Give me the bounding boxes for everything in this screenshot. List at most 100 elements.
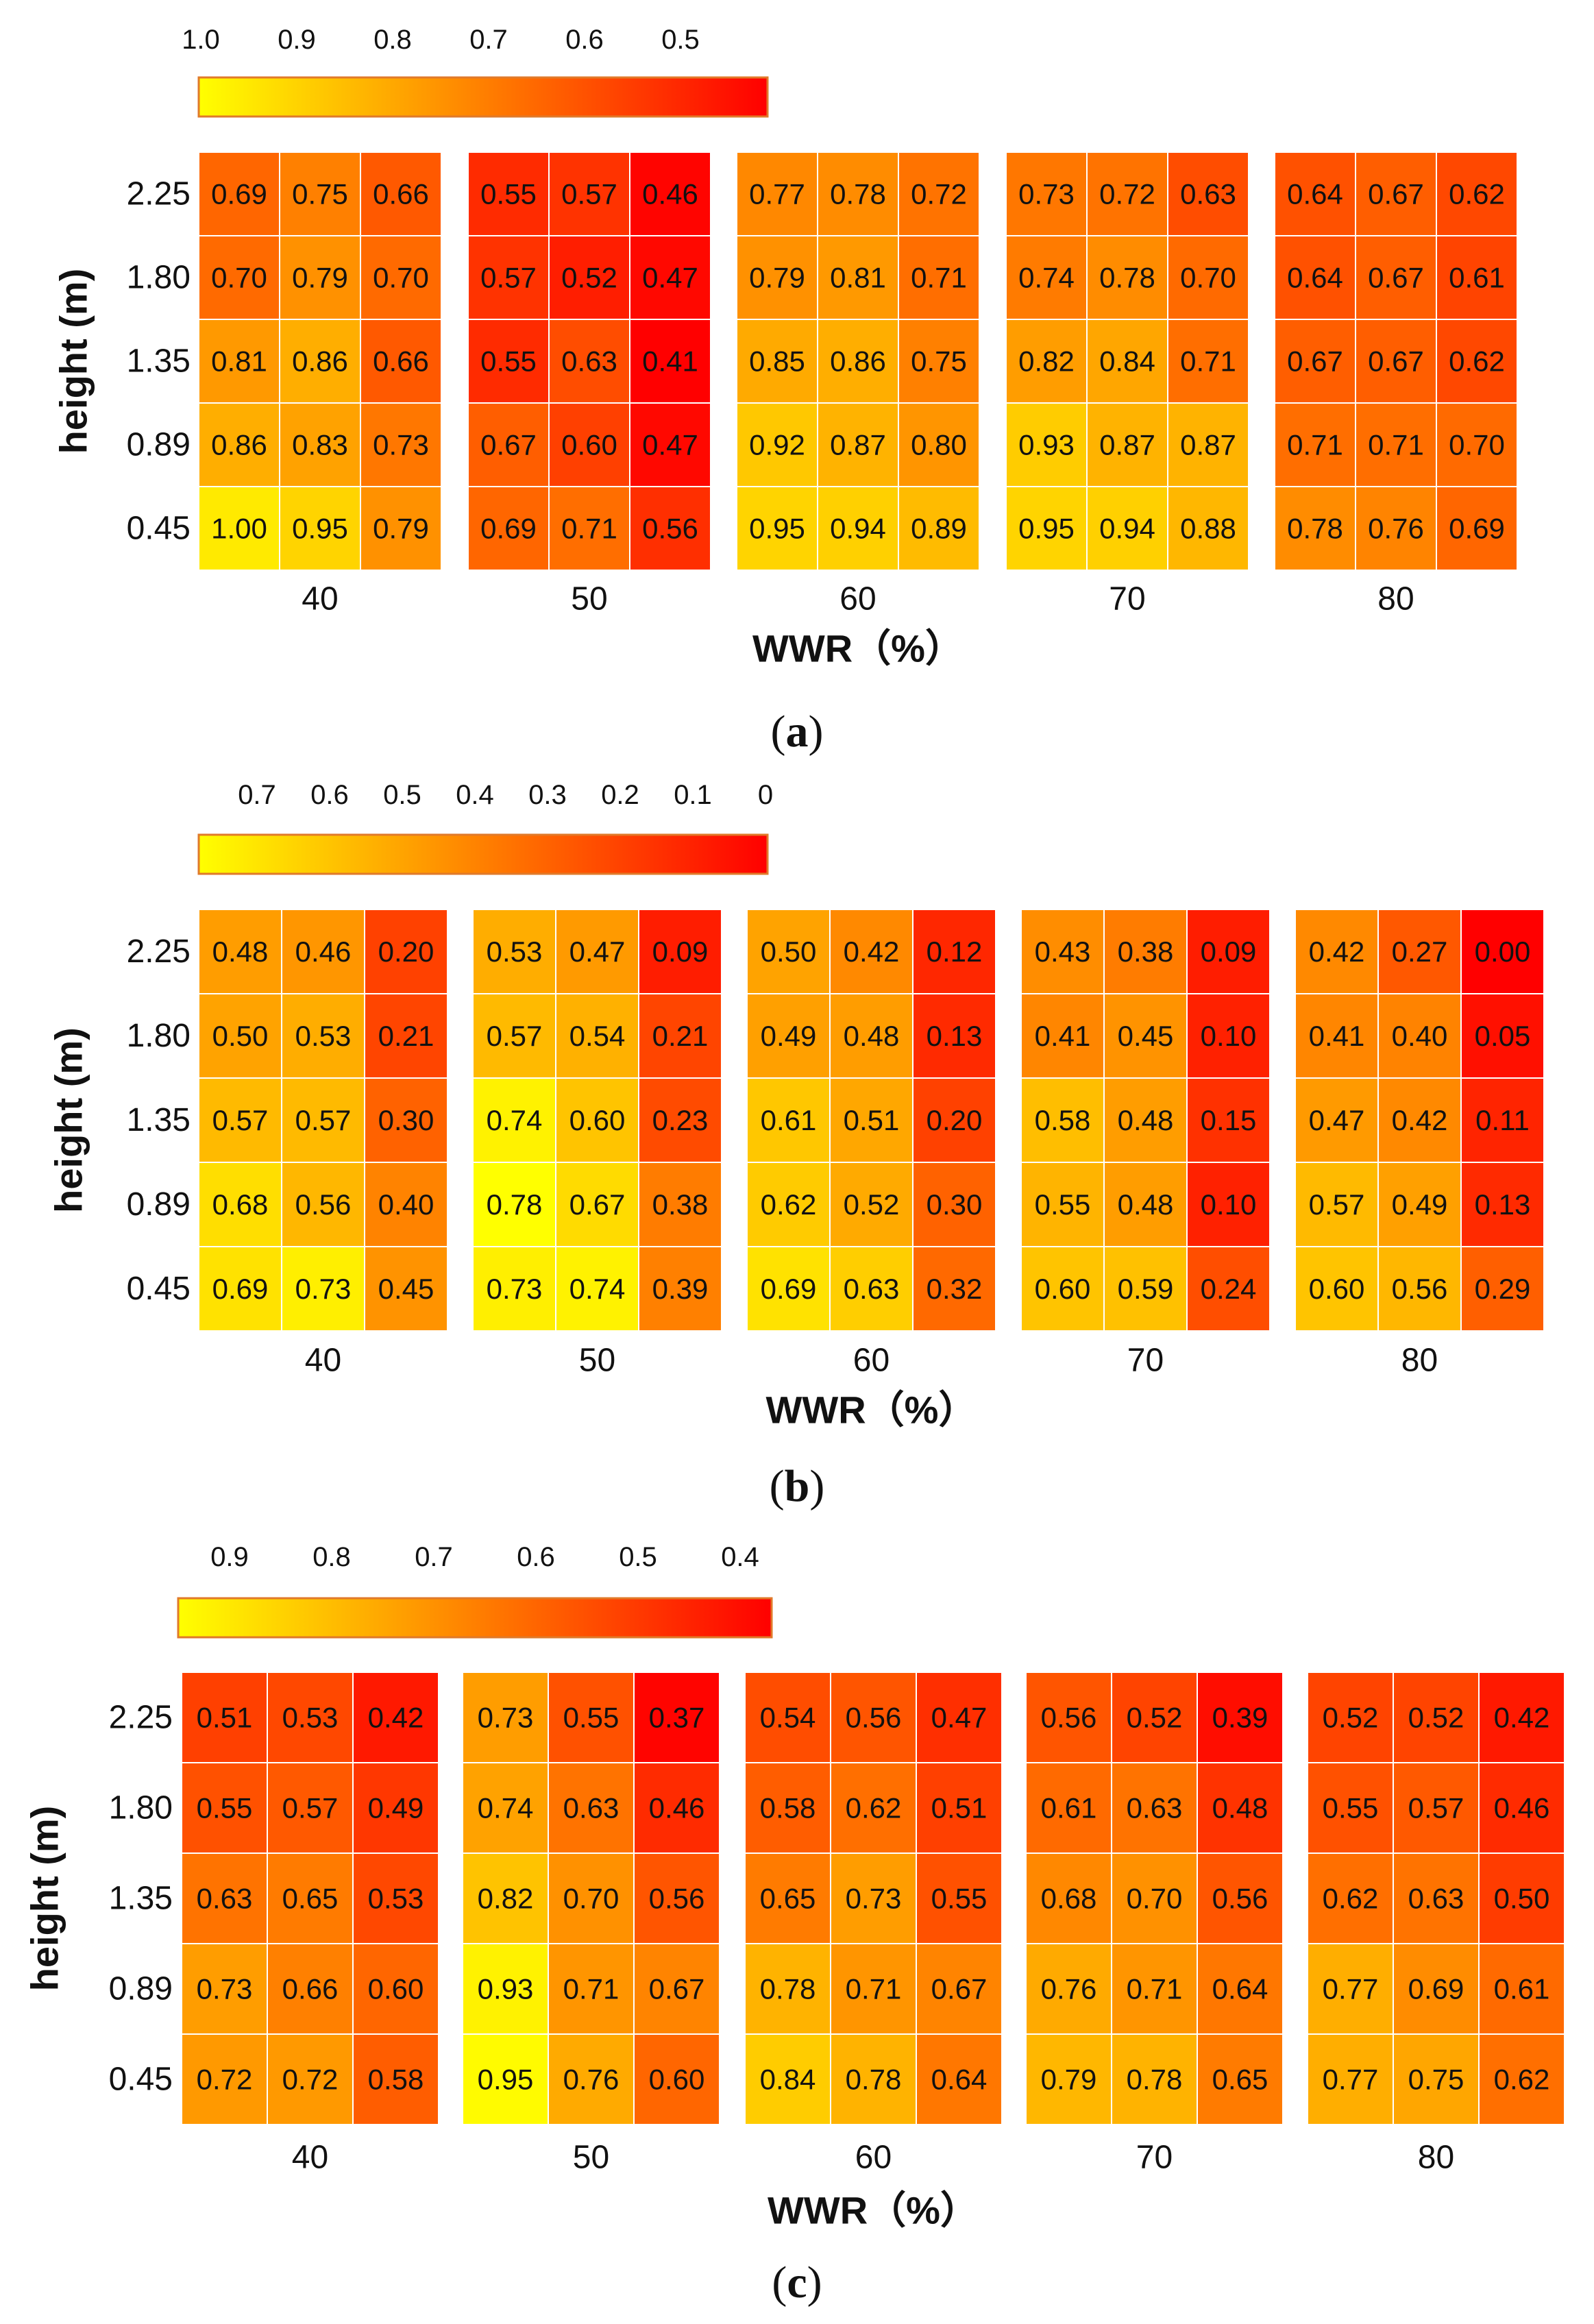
cell-value-label: 0.47 [931,1702,988,1734]
heatmap-cell [181,2033,268,2125]
heatmap-cell [1478,1852,1565,1944]
cell-value-label: 0.85 [749,345,805,378]
wwr-group-50: 0.55 0.57 0.46 0.57 0.52 0.47 0.55 0.63 0.41 0.67… [467,151,711,571]
cell-value-label: 0.56 [1212,1883,1268,1915]
wwr-group-60: 0.77 0.78 0.72 0.79 0.81 0.71 0.85 0.86 0.75 0.92… [736,151,980,571]
heatmap-cell [629,235,711,320]
group-tick-label: 80 [1418,2140,1454,2176]
cell-value-label: 0.39 [1212,1702,1268,1734]
cell-value-label: 0.78 [846,2064,902,2096]
cell-value-label: 0.61 [1494,1973,1550,2005]
colorbar-tick-label: 0.1 [674,780,712,810]
cell-value-label: 0.42 [368,1702,424,1734]
cell-value-label: 0.62 [1449,178,1505,210]
wwr-group-70: 0.73 0.72 0.63 0.74 0.78 0.70 0.82 0.84 0.71 0.93… [1005,151,1249,571]
heatmap-cell [1377,1077,1462,1163]
cell-value-label: 0.84 [760,2064,816,2096]
cell-value-label: 0.55 [1323,1792,1379,1824]
heatmap-cell [472,993,556,1079]
cell-value-label: 0.71 [911,262,967,294]
cell-value-label: 0.52 [844,1188,900,1221]
colorbar [197,833,769,875]
cell-value-label: 0.70 [373,262,429,294]
cell-value-label: 0.64 [931,2064,988,2096]
colorbar-tick-label: 0.6 [310,780,349,810]
cell-value-label: 0.69 [212,1273,269,1305]
heatmap-cell [1478,1943,1565,2035]
cell-value-label: 0.60 [569,1104,626,1136]
cell-value-label: 0.15 [1201,1104,1257,1136]
heatmap-panel-a: 1.0 0.9 0.8 0.7 0.6 0.5 2.25 1.80 1.35 0.89 0.45 he… [52,25,1518,757]
heatmap-cell [1478,1672,1565,1763]
cell-value-label: 0.50 [761,935,817,968]
cell-value-label: 0.62 [1449,345,1505,378]
cell-value-label: 0.05 [1475,1020,1531,1052]
wwr-group-60: 0.54 0.56 0.47 0.58 0.62 0.51 0.65 0.73 0.55 0.78… [744,1672,1003,2125]
colorbar-tick-label: 0.9 [210,1542,249,1572]
cell-value-label: 0.71 [846,1973,902,2005]
colorbar-tick-label: 0.7 [415,1542,453,1572]
cell-value-label: 0.62 [1323,1883,1379,1915]
cell-value-label: 0.73 [478,1702,534,1734]
cell-value-label: 0.40 [1392,1020,1448,1052]
heatmap-cell [1355,319,1437,404]
heatmap-cell [364,909,448,994]
cell-value-label: 0.41 [1309,1020,1365,1052]
heatmap-cell [638,1246,722,1332]
heatmap-cell [898,319,980,404]
cell-value-label: 0.37 [649,1702,705,1734]
heatmap-cell [916,1852,1003,1944]
wwr-group-80: 0.64 0.67 0.62 0.64 0.67 0.61 0.67 0.67 0.62 0.71… [1274,151,1518,571]
cell-value-label: 0.76 [1368,513,1424,545]
heatmap-cell [267,2033,354,2125]
cell-value-label: 0.68 [212,1188,269,1221]
colorbar-tick-label: 0.6 [517,1542,555,1572]
cell-value-label: 0.13 [927,1020,983,1052]
cell-value-label: 0.86 [292,345,348,378]
heatmap-cell [633,2033,720,2125]
cell-value-label: 0.79 [1041,2064,1097,2096]
cell-value-label: 0.71 [1287,429,1343,461]
cell-value-label: 0.60 [649,2064,705,2096]
heatmap-cell [1274,402,1356,487]
cell-value-label: 0.60 [561,429,617,461]
cell-value-label: 0.93 [1018,429,1075,461]
heatmap-cell [898,402,980,487]
cell-value-label: 0.42 [844,935,900,968]
cell-value-label: 0.24 [1201,1273,1257,1305]
wwr-group-40: 0.69 0.75 0.66 0.70 0.79 0.70 0.81 0.86 0.66 0.86… [198,151,442,571]
colorbar-tick-label: 0.5 [619,1542,657,1572]
group-tick-label: 60 [839,581,876,617]
heatmap-cell [198,1246,282,1332]
heatmap-cell [1086,151,1168,236]
cell-value-label: 0.48 [1118,1188,1174,1221]
cell-value-label: 0.87 [830,429,886,461]
cell-value-label: 0.54 [760,1702,816,1734]
heatmap-cell [1167,235,1249,320]
cell-value-label: 0.56 [295,1188,352,1221]
cell-value-label: 0.69 [1408,1973,1464,2005]
cell-value-label: 0.77 [749,178,805,210]
heatmap-cell [629,151,711,236]
colorbar-tick-label: 0.7 [469,25,508,55]
heatmap-cell [744,2033,831,2125]
wwr-group-80: 0.52 0.52 0.42 0.55 0.57 0.46 0.62 0.63 0.50 0.77… [1307,1672,1565,2125]
heatmap-cell [181,1852,268,1944]
row-tick-label: 1.80 [127,1018,191,1054]
heatmap-cell [1025,2033,1112,2125]
heatmap-cell [830,1943,917,2035]
heatmap-cell [1460,1162,1545,1247]
cell-value-label: 0.30 [378,1104,434,1136]
cell-value-label: 0.78 [487,1188,543,1221]
cell-value-label: 0.89 [911,513,967,545]
cell-value-label: 0.63 [197,1883,253,1915]
heatmap-cell [548,235,630,320]
cell-value-label: 0.78 [1287,513,1343,545]
heatmap-cell [746,1162,831,1247]
colorbar-tick-label: 0.5 [661,25,700,55]
cell-value-label: 0.55 [480,178,537,210]
colorbar-tick-label: 0.9 [278,25,316,55]
heatmap-cell [1186,1246,1271,1332]
heatmap-cell [548,486,630,571]
cell-value-label: 0.57 [487,1020,543,1052]
